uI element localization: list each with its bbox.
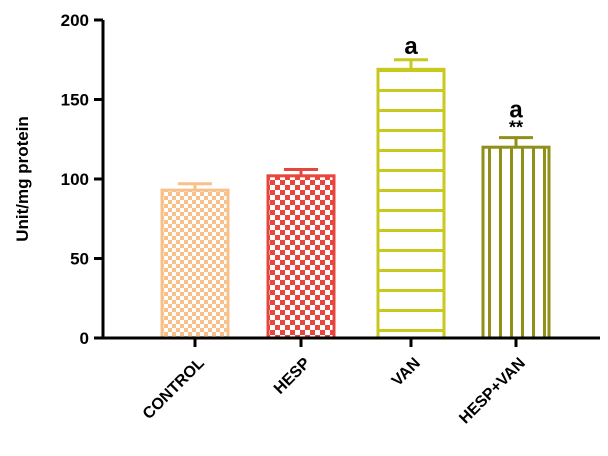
annotation-hesp-van: a bbox=[509, 97, 523, 124]
x-tick-label-control: CONTROL bbox=[140, 355, 208, 423]
axes-group: 0 50 100 150 200 bbox=[61, 11, 600, 348]
y-tick-label: 100 bbox=[61, 170, 89, 189]
bar-van bbox=[376, 67, 446, 340]
y-tick-label: 200 bbox=[61, 11, 89, 30]
annotation-hesp-van: ** bbox=[509, 118, 523, 138]
x-tick-label-van: VAN bbox=[389, 355, 424, 390]
annotation-van: a bbox=[404, 33, 418, 60]
y-axis-label: Unit/mg protein bbox=[13, 116, 32, 242]
x-tick-label-hesp: HESP bbox=[271, 355, 314, 398]
bar-hesp bbox=[266, 174, 336, 340]
bar-hesp-van bbox=[481, 145, 551, 340]
bar-control bbox=[160, 188, 230, 340]
x-tick-label-hesp-van: HESP+VAN bbox=[456, 355, 528, 427]
y-tick-label: 50 bbox=[70, 250, 89, 269]
y-tick-label: 0 bbox=[80, 329, 89, 348]
bars-group bbox=[160, 58, 551, 340]
y-tick-label: 150 bbox=[61, 91, 89, 110]
